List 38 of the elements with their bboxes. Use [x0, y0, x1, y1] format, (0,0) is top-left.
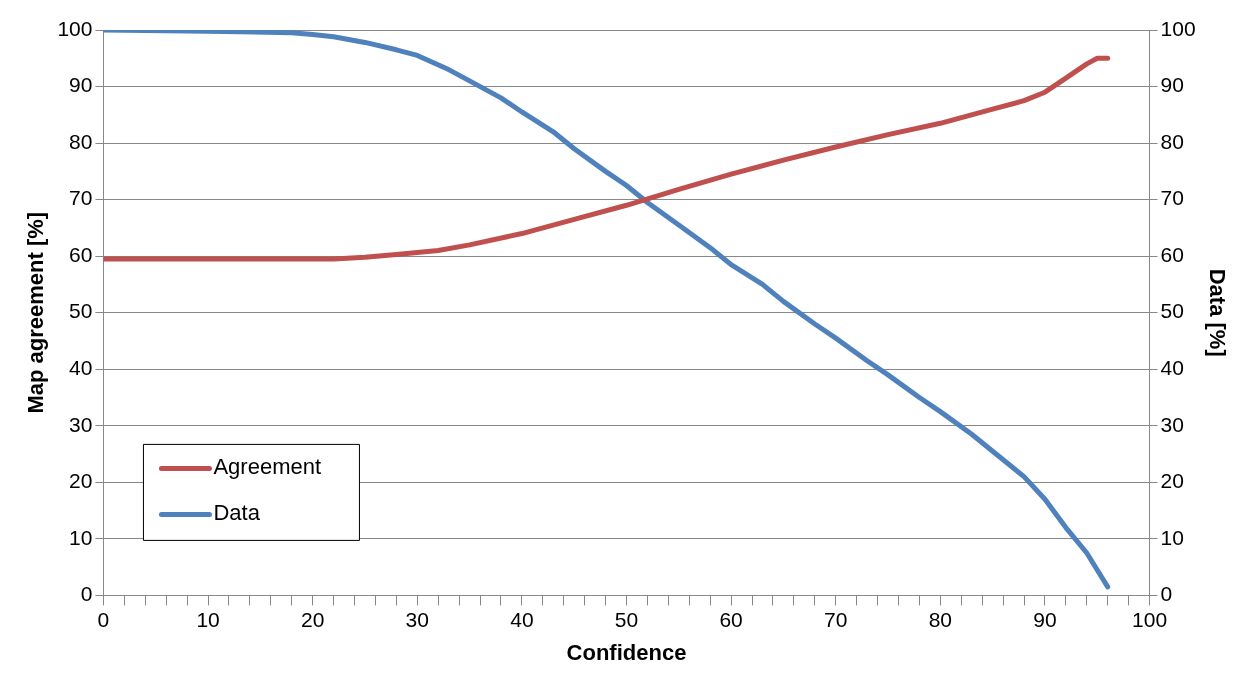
y-tick-label: 0 [80, 582, 93, 606]
y2-tick-label: 30 [1160, 412, 1184, 436]
y2-tick-label: 20 [1160, 469, 1184, 493]
y-tick-label: 100 [57, 16, 93, 40]
y-axis-title: Map agreement [%] [23, 211, 49, 414]
y-tick-label: 30 [69, 412, 93, 436]
y2-axis-title: Data [%] [1204, 268, 1230, 357]
y-tick-label: 20 [69, 469, 93, 493]
x-tick-label: 50 [614, 607, 639, 631]
y2-tick-label: 0 [1160, 582, 1173, 606]
x-tick-label: 100 [1132, 607, 1168, 631]
x-tick-label: 70 [824, 607, 848, 631]
y-tick-label: 40 [69, 356, 93, 380]
y2-tick-label: 60 [1160, 242, 1184, 266]
x-tick-label: 60 [719, 607, 743, 631]
x-tick-label: 40 [510, 607, 534, 631]
y-tick-label: 80 [69, 129, 93, 153]
y2-tick-label: 80 [1160, 129, 1184, 153]
x-tick-label: 10 [196, 607, 220, 631]
x-tick-label: 0 [97, 607, 110, 631]
x-tick-label: 20 [300, 607, 325, 631]
y2-tick-label: 50 [1160, 299, 1184, 323]
legend-label: Agreement [213, 454, 322, 480]
y2-tick-label: 40 [1160, 356, 1184, 380]
y-tick-label: 70 [69, 186, 93, 210]
y-tick-label: 60 [69, 242, 93, 266]
y2-tick-label: 100 [1160, 16, 1196, 40]
y2-tick-label: 90 [1160, 73, 1184, 97]
legend-label: Data [213, 500, 261, 526]
x-tick-label: 90 [1033, 607, 1057, 631]
y-tick-label: 10 [69, 525, 93, 549]
y2-tick-label: 70 [1160, 186, 1184, 210]
x-tick-label: 80 [928, 607, 953, 631]
x-axis-title: Confidence [566, 639, 687, 665]
x-tick-label: 30 [405, 607, 429, 631]
y2-tick-label: 10 [1160, 525, 1184, 549]
y-tick-label: 90 [69, 73, 93, 97]
y-tick-label: 50 [69, 299, 93, 323]
